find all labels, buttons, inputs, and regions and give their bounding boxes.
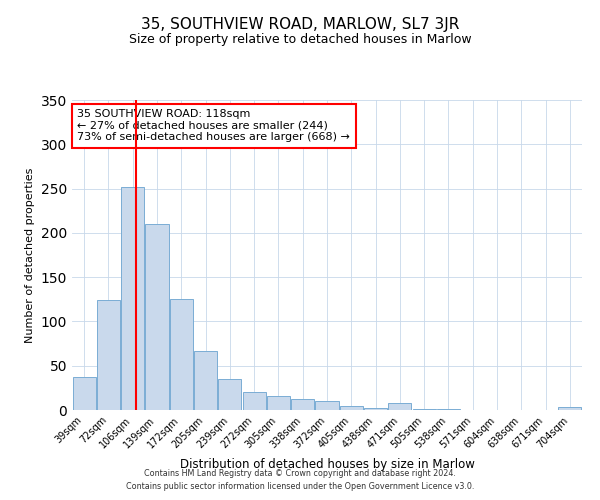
X-axis label: Distribution of detached houses by size in Marlow: Distribution of detached houses by size … bbox=[179, 458, 475, 471]
Bar bbox=[413, 409, 436, 410]
Bar bbox=[437, 409, 460, 410]
Text: Size of property relative to detached houses in Marlow: Size of property relative to detached ho… bbox=[128, 32, 472, 46]
Bar bbox=[559, 408, 581, 410]
Bar bbox=[194, 350, 217, 410]
Text: 35, SOUTHVIEW ROAD, MARLOW, SL7 3JR: 35, SOUTHVIEW ROAD, MARLOW, SL7 3JR bbox=[141, 18, 459, 32]
Bar bbox=[170, 300, 193, 410]
Bar bbox=[121, 187, 144, 410]
Text: Contains HM Land Registry data © Crown copyright and database right 2024.: Contains HM Land Registry data © Crown c… bbox=[144, 468, 456, 477]
Bar bbox=[267, 396, 290, 410]
Bar bbox=[388, 403, 412, 410]
Y-axis label: Number of detached properties: Number of detached properties bbox=[25, 168, 35, 342]
Bar bbox=[242, 392, 266, 410]
Text: 35 SOUTHVIEW ROAD: 118sqm
← 27% of detached houses are smaller (244)
73% of semi: 35 SOUTHVIEW ROAD: 118sqm ← 27% of detac… bbox=[77, 110, 350, 142]
Bar bbox=[218, 379, 241, 410]
Bar bbox=[73, 377, 95, 410]
Bar bbox=[364, 408, 387, 410]
Bar bbox=[340, 406, 363, 410]
Bar bbox=[291, 400, 314, 410]
Bar bbox=[316, 401, 338, 410]
Text: Contains public sector information licensed under the Open Government Licence v3: Contains public sector information licen… bbox=[126, 482, 474, 491]
Bar bbox=[97, 300, 120, 410]
Bar bbox=[145, 224, 169, 410]
